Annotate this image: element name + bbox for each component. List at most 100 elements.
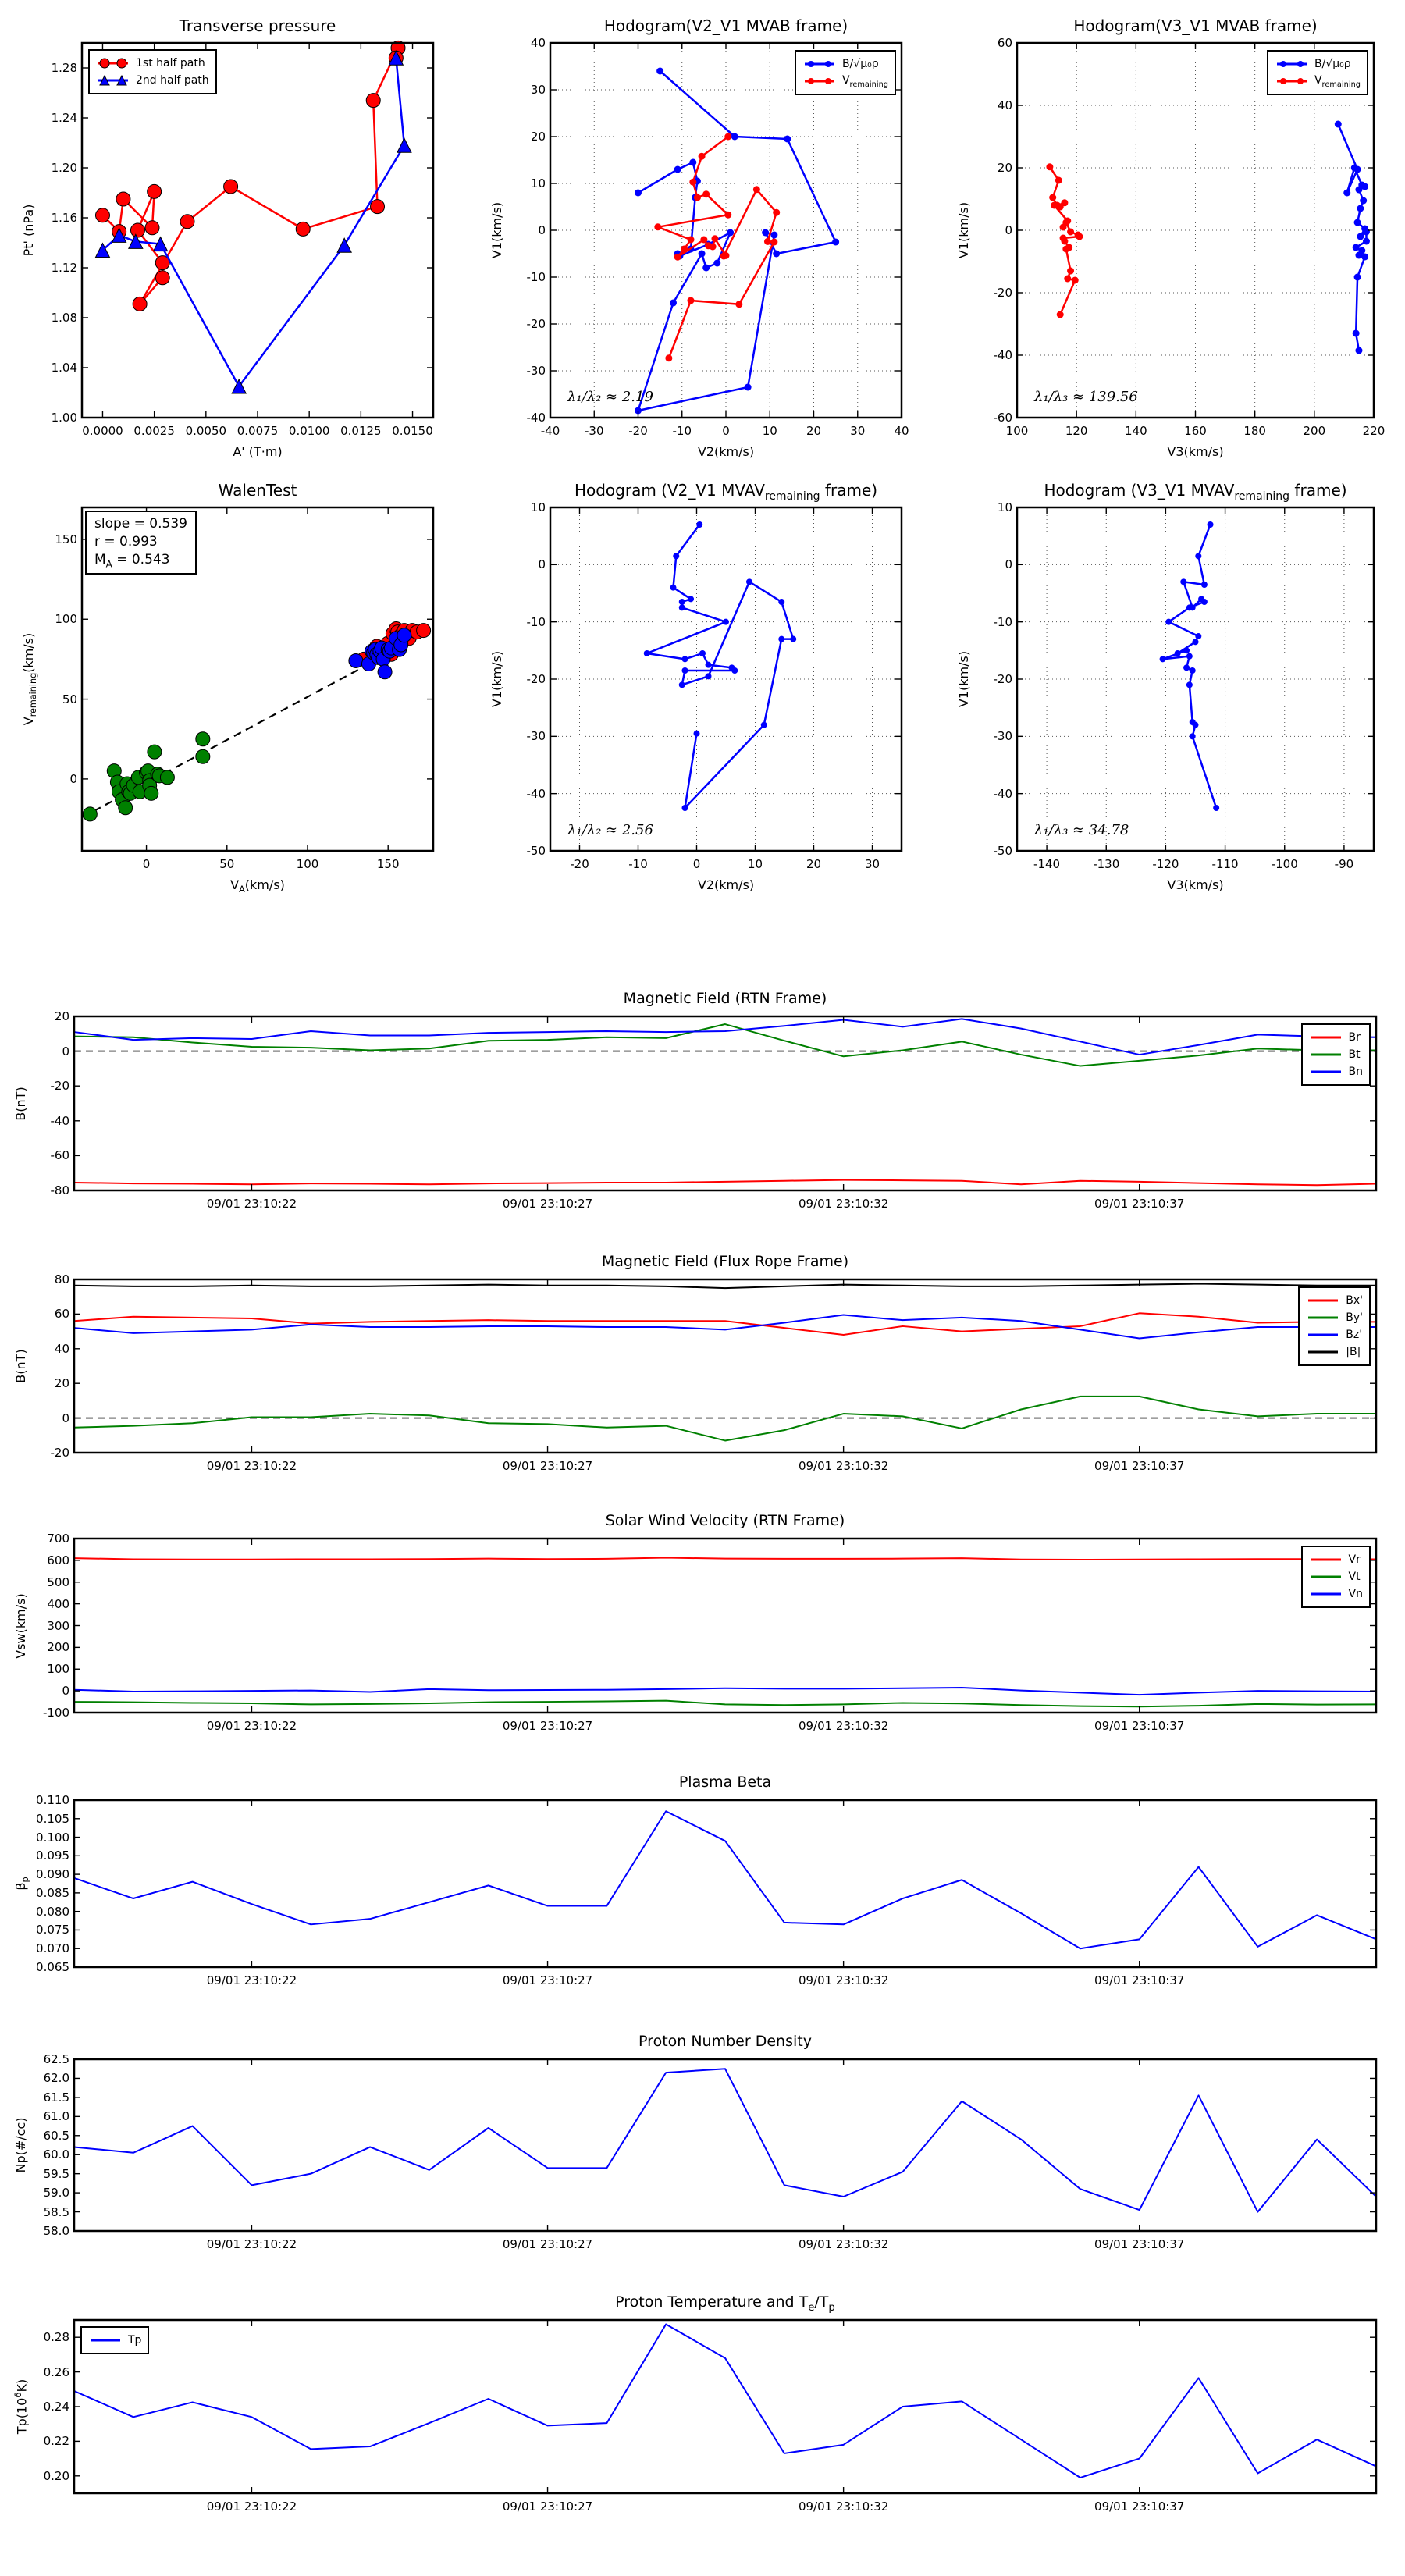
- point-marker: [699, 650, 706, 656]
- triangle-marker: [397, 137, 412, 153]
- point-marker: [180, 214, 195, 229]
- plot-area: [73, 1537, 1378, 1714]
- point-marker: [702, 190, 710, 198]
- series-tp: [73, 2323, 1377, 2479]
- y-tick-label: 20: [530, 130, 546, 144]
- series-vn: [73, 1686, 1377, 1696]
- x-tick-label: 0.0000: [82, 424, 123, 438]
- legend-item: By': [1306, 1309, 1363, 1326]
- x-tick-label: 30: [850, 424, 866, 438]
- y-axis-label: Np(#/cc): [13, 2117, 28, 2173]
- y-tick-label: -40: [526, 411, 546, 425]
- legend: B/√μ₀ρ Vremaining: [1266, 50, 1368, 95]
- point-marker: [760, 721, 767, 728]
- y-axis-label: Tp(106K): [13, 2379, 30, 2435]
- legend-sample: [91, 2339, 120, 2342]
- point-marker: [654, 223, 662, 231]
- point-marker: [144, 220, 160, 236]
- point-marker: [773, 250, 781, 258]
- legend-sample: [1311, 1036, 1341, 1039]
- legend-label: B/√μ₀ρ: [1314, 58, 1351, 70]
- y-tick-label: 61.0: [43, 2109, 69, 2124]
- plot-area: [73, 1278, 1378, 1454]
- y-tick-label: 60.5: [43, 2128, 69, 2143]
- point-marker: [1062, 245, 1070, 253]
- x-tick-label: 09/01 23:10:32: [798, 1973, 889, 1987]
- point-marker: [681, 667, 688, 674]
- point-marker: [689, 158, 697, 166]
- point-marker: [1071, 276, 1079, 284]
- legend-label: Bx': [1346, 1294, 1363, 1307]
- legend-label: Vt: [1348, 1571, 1361, 1583]
- point-marker: [147, 744, 162, 760]
- point-marker: [832, 238, 840, 246]
- point-marker: [82, 806, 98, 822]
- y-tick-label: -40: [50, 1113, 70, 1128]
- y-tick-label: 0: [538, 557, 546, 572]
- y-tick-label: 0.065: [36, 1960, 69, 1974]
- legend-label: 2nd half path: [136, 74, 209, 87]
- lambda-annotation: λ₁/λ₂ ≈ 2.56: [567, 822, 653, 838]
- series--b-: [73, 1283, 1376, 1290]
- point-marker: [744, 383, 752, 391]
- chart-plasma_beta: Plasma Beta 09/01 23:10:22 09/01 23:10:27 0…: [13, 1774, 1378, 1987]
- axes-frame: [73, 1015, 1378, 1192]
- point-marker: [94, 208, 110, 223]
- series-br: [73, 1179, 1377, 1187]
- chart-b_flux_rope: Magnetic Field (Flux Rope Frame) 09/01 23…: [13, 1253, 1378, 1473]
- point-marker: [1061, 237, 1069, 245]
- x-tick-label: -10: [672, 424, 692, 438]
- legend-label: B/√μ₀ρ: [841, 58, 879, 70]
- chart-b_rtn: Magnetic Field (RTN Frame) 09/01 23:10:22…: [13, 990, 1378, 1211]
- axes-frame: [73, 1799, 1378, 1969]
- x-axis-label: V2(km/s): [697, 444, 755, 459]
- point-marker: [1067, 228, 1075, 236]
- y-tick-label: 1.24: [51, 111, 77, 125]
- y-tick-label: 300: [47, 1618, 69, 1633]
- x-axis-label: VA(km/s): [230, 877, 285, 895]
- chart-hodogram_v3v1_mvav: Hodogram (V3_V1 MVAVremaining frame) -140…: [956, 481, 1375, 892]
- series-bx-: [73, 1312, 1376, 1336]
- point-marker: [727, 229, 735, 237]
- y-tick-label: 20: [997, 161, 1012, 175]
- point-marker: [1186, 604, 1193, 611]
- point-marker: [724, 133, 732, 141]
- point-marker: [223, 179, 239, 194]
- point-marker: [665, 354, 673, 362]
- point-marker: [1334, 120, 1342, 128]
- point-marker: [1279, 78, 1286, 84]
- point-marker: [698, 250, 706, 258]
- y-tick-label: 1.04: [51, 361, 77, 375]
- legend-label: 1st half path: [136, 57, 205, 69]
- point-marker: [1076, 233, 1083, 240]
- point-marker: [1192, 639, 1199, 646]
- legend: 1st half path 2nd half path: [88, 49, 217, 94]
- y-tick-label: 200: [47, 1640, 69, 1655]
- y-tick-label: -50: [993, 844, 1013, 858]
- y-tick-label: -20: [993, 286, 1013, 300]
- point-marker: [696, 521, 703, 528]
- y-tick-label: 1.00: [51, 411, 77, 425]
- plot-area: [73, 1015, 1378, 1192]
- x-tick-label: 09/01 23:10:27: [502, 1459, 593, 1473]
- y-axis-label: B(nT): [13, 1086, 28, 1121]
- x-tick-label: 09/01 23:10:27: [502, 1197, 593, 1211]
- chart-title: Magnetic Field (Flux Rope Frame): [601, 1253, 849, 1270]
- axes-frame: [1016, 506, 1375, 852]
- point-marker: [678, 681, 685, 688]
- point-marker: [674, 253, 681, 261]
- axes-frame: [73, 2318, 1378, 2495]
- point-marker: [116, 58, 127, 69]
- y-tick-label: 10: [530, 500, 546, 514]
- point-marker: [693, 730, 700, 737]
- x-tick-label: 0.0075: [237, 424, 279, 438]
- x-tick-label: 09/01 23:10:32: [798, 2500, 889, 2514]
- chart-title: Proton Temperature and Te/Tp: [615, 2293, 835, 2314]
- plot-area: [1016, 506, 1375, 852]
- point-marker: [681, 245, 688, 253]
- lambda-annotation: λ₁/λ₃ ≈ 139.56: [1034, 389, 1138, 405]
- triangle-marker: [116, 74, 127, 86]
- chart-title: Hodogram(V2_V1 MVAB frame): [603, 16, 848, 35]
- point-marker: [635, 407, 642, 415]
- y-tick-label: 60: [997, 36, 1012, 50]
